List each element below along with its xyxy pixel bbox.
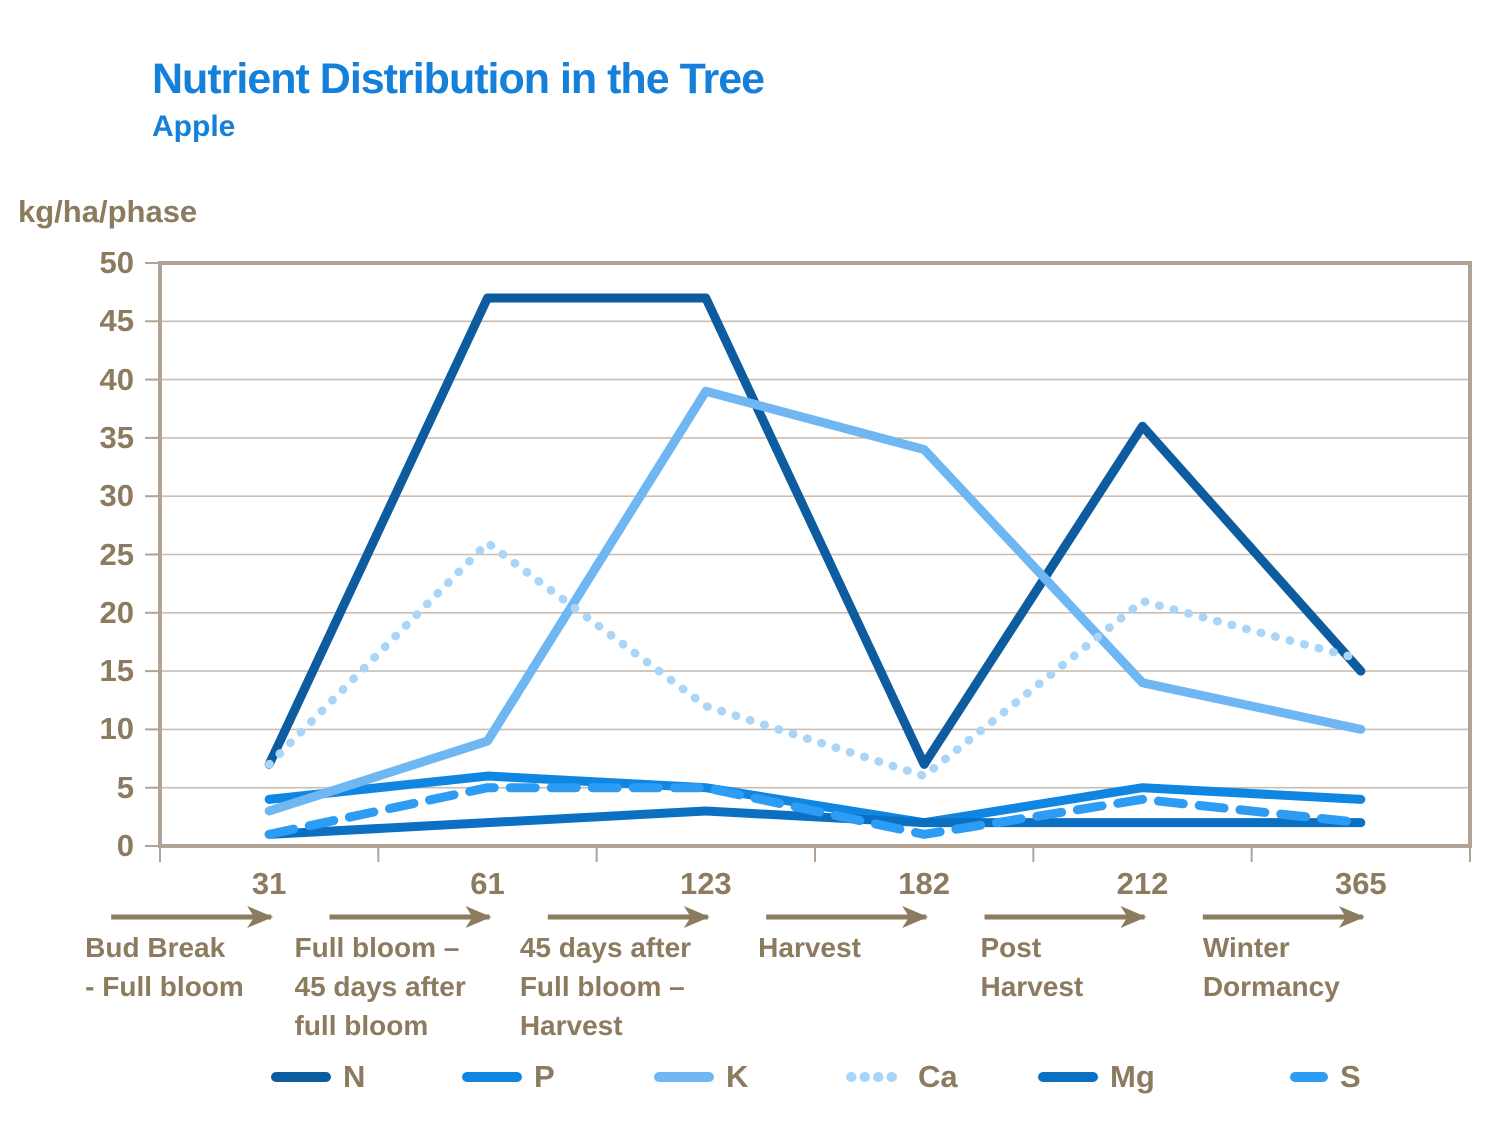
y-tick-label-35: 35: [99, 419, 134, 455]
legend-item-Mg: Mg: [1038, 1058, 1155, 1096]
page-title: Nutrient Distribution in the Tree: [152, 55, 765, 103]
phase-label: 45 days after: [519, 932, 692, 963]
legend-swatch-K-icon: [654, 1072, 714, 1082]
x-tick-label-31: 31: [251, 866, 287, 901]
y-axis-label: kg/ha/phase: [18, 194, 198, 229]
series-line-Mg: [264, 806, 1366, 839]
page-subtitle: Apple: [152, 110, 236, 143]
legend-label-Ca: Ca: [918, 1059, 958, 1094]
series-line-Ca: [264, 538, 1366, 781]
x-tick-label-61: 61: [470, 866, 505, 901]
legend-label-Mg: Mg: [1110, 1059, 1155, 1094]
series-line-S: [264, 783, 1366, 839]
legend-label-N: N: [343, 1059, 366, 1094]
phase-label: Winter: [1202, 932, 1290, 963]
legend-label-P: P: [534, 1059, 555, 1094]
y-tick-label-10: 10: [99, 711, 134, 747]
phase-label: full bloom: [294, 1010, 429, 1041]
y-tick-label-25: 25: [99, 536, 134, 572]
legend-label-S: S: [1340, 1059, 1361, 1094]
phase-label: Full bloom –: [294, 932, 460, 963]
phase-label: Harvest: [980, 971, 1084, 1002]
y-tick-label-20: 20: [99, 594, 134, 630]
legend-item-S: S: [1290, 1058, 1361, 1096]
series-line-N: [264, 293, 1366, 769]
phase-label: Harvest: [519, 1010, 623, 1041]
phase-label: - Full bloom: [85, 971, 244, 1002]
y-tick-label-45: 45: [99, 303, 134, 339]
legend-swatch-Mg-icon: [1038, 1072, 1098, 1082]
phase-label: Full bloom –: [519, 971, 685, 1002]
y-tick-label-0: 0: [116, 828, 134, 863]
y-tick-label-50: 50: [99, 245, 134, 280]
plot-border: [158, 261, 1472, 848]
y-tick-label-5: 5: [116, 769, 134, 805]
legend-swatch-Ca-icon: [846, 1072, 906, 1082]
legend-label-K: K: [726, 1059, 749, 1094]
x-tick-label-365: 365: [1334, 866, 1387, 901]
phase-label: Post: [980, 932, 1042, 963]
phase-label: Bud Break: [85, 932, 226, 963]
x-tick-label-123: 123: [679, 866, 732, 901]
phase-label: 45 days after: [294, 971, 466, 1002]
x-tick-label-212: 212: [1116, 866, 1169, 901]
legend-item-Ca: Ca: [846, 1058, 958, 1096]
legend-item-K: K: [654, 1058, 748, 1096]
legend-swatch-P-icon: [462, 1072, 522, 1082]
y-tick-label-40: 40: [99, 361, 134, 397]
y-tick-label-30: 30: [99, 478, 134, 514]
series-line-K: [264, 386, 1366, 816]
legend-item-P: P: [462, 1058, 555, 1096]
x-tick-label-182: 182: [898, 866, 951, 901]
phase-label: Dormancy: [1202, 971, 1340, 1002]
legend-swatch-S-icon: [1290, 1072, 1328, 1082]
y-tick-label-15: 15: [99, 653, 134, 689]
series-line-P: [264, 771, 1366, 828]
legend-item-N: N: [271, 1058, 365, 1096]
legend-swatch-N-icon: [271, 1072, 331, 1082]
phase-label: Harvest: [758, 932, 861, 963]
